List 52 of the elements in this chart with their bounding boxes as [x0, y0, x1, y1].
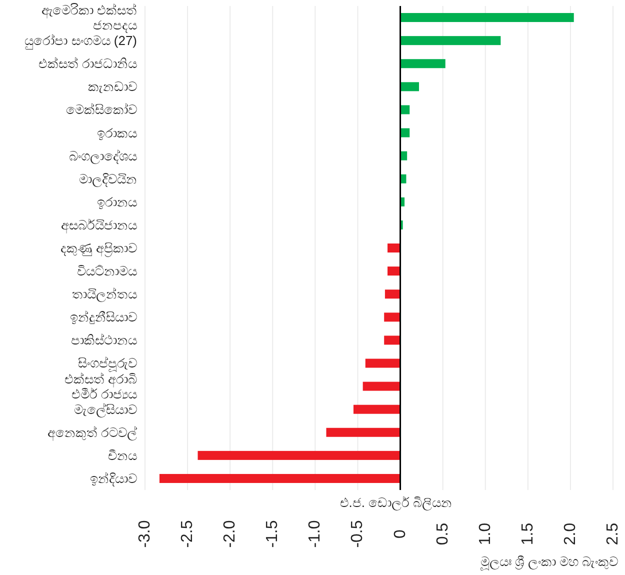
x-tick-label: 1.5: [519, 522, 536, 546]
y-tick-label: අනෙකුත් රටවල්: [47, 424, 137, 441]
bar: [384, 290, 400, 299]
y-tick-label: ඉරාකය: [97, 125, 137, 140]
y-tick-label: කැනඩාව: [88, 79, 137, 94]
y-tick-label: සිංගප්පූරුව: [78, 356, 137, 372]
y-tick-label: ඉන්දුනීසියාව: [70, 310, 137, 325]
x-tick-label: 2.0: [562, 522, 579, 546]
bar: [326, 428, 400, 437]
y-tick-label: මැලේසියාව: [74, 402, 137, 418]
y-tick-label: ඉන්දියාව: [90, 470, 137, 487]
y-tick-label: චීනය: [108, 448, 137, 463]
y-tick-label: තායිලන්තය: [72, 286, 137, 303]
bar: [400, 128, 410, 138]
y-tick-label: දකුණු අප්‍රිකාව: [60, 240, 137, 256]
bar: [353, 404, 400, 414]
x-tick-label: 0: [392, 529, 409, 538]
y-tick-label: අසර්බයිජානය: [61, 217, 137, 234]
bar: [198, 450, 400, 460]
y-tick-label: ඉරානය: [97, 194, 137, 210]
y-tick-label: බංගලාදේශය: [69, 148, 137, 164]
y-tick-label: මාලදිවයින: [79, 171, 137, 188]
bar: [400, 59, 446, 68]
y-tick-label: පාකිස්ථානය: [71, 332, 137, 348]
bar: [384, 312, 400, 322]
y-tick-label: මෙක්සිකෝව: [66, 102, 137, 118]
bar: [400, 13, 574, 22]
x-tick-label: -1.5: [264, 520, 282, 548]
bar: [400, 82, 419, 92]
y-tick-label: වියට්නාමය: [77, 264, 137, 279]
bar: [362, 382, 400, 391]
text: මූලයඃ ශ්‍රී ලංකා මහ බැංකුව: [480, 554, 618, 570]
bar: [400, 105, 410, 114]
y-tick-label: එක්සත් රාජධානිය: [38, 56, 137, 72]
x-axis-title: එ.ජ. ඩොලර් බිලියන: [340, 495, 452, 511]
x-tick-label: -2.5: [179, 520, 196, 548]
bar: [365, 358, 400, 368]
bar: [388, 266, 400, 276]
bar: [388, 244, 400, 252]
bar: [400, 36, 501, 46]
y-tick-label: යුරෝපා සංගමය (27): [24, 33, 137, 50]
bar: [384, 336, 400, 345]
x-tick-label: 0.5: [434, 522, 452, 546]
y-tick-label: ඇමෙරිකා එක්සත් ජනපදය: [41, 2, 137, 34]
x-tick-label: -3.0: [136, 520, 154, 548]
x-tick-label: 2.5: [604, 522, 622, 546]
bar: [159, 474, 400, 483]
y-tick-label: එක්සත් අරාබි එමීර් රාජ්‍යය: [64, 371, 137, 402]
x-tick-label: -0.5: [349, 520, 366, 548]
x-tick-label: -2.0: [222, 520, 239, 548]
x-tick-label: -1.0: [306, 520, 324, 548]
x-tick-label: 1.0: [476, 522, 494, 546]
